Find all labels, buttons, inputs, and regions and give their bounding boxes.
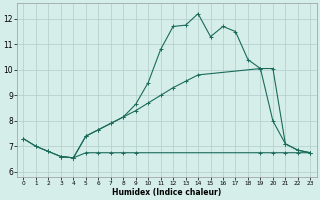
X-axis label: Humidex (Indice chaleur): Humidex (Indice chaleur) [112, 188, 221, 197]
